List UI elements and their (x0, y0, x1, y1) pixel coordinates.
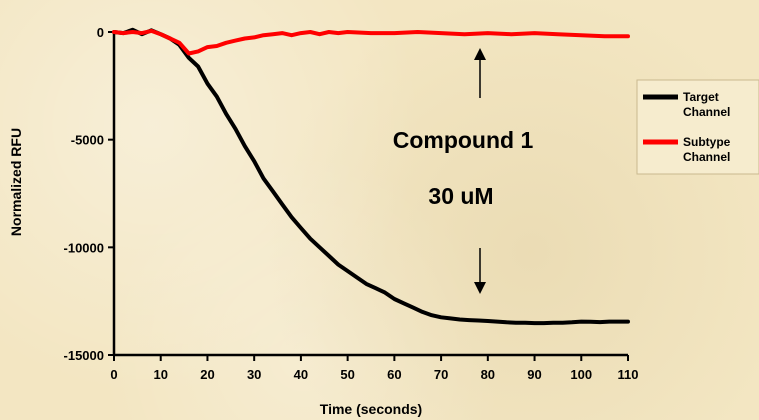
y-tick-label: -5000 (71, 133, 104, 148)
y-axis-title: Normalized RFU (8, 128, 24, 236)
legend: Target Channel Subtype Channel (636, 79, 759, 175)
legend-label-subtype-line1: Subtype (683, 135, 731, 149)
down-arrow-head-icon (474, 282, 486, 294)
x-tick-label: 20 (200, 367, 214, 382)
y-tick-label: 0 (97, 25, 104, 40)
x-tick-label: 50 (340, 367, 354, 382)
legend-label-target-line2: Channel (683, 105, 730, 119)
x-tick-label: 70 (434, 367, 448, 382)
legend-label-target-line1: Target (683, 90, 719, 104)
series-line-subtype-channel (112, 28, 630, 56)
x-tick-label: 80 (481, 367, 495, 382)
x-ticks: 0 10 20 30 40 50 60 70 80 90 100 110 (110, 355, 638, 382)
x-tick-label: 60 (387, 367, 401, 382)
y-ticks: 0 -5000 -10000 -15000 (64, 25, 114, 363)
up-arrow-head-icon (474, 48, 486, 60)
series-layer (112, 27, 630, 326)
x-tick-label: 40 (294, 367, 308, 382)
y-tick-label: -15000 (64, 348, 104, 363)
x-tick-label: 100 (570, 367, 592, 382)
legend-label-subtype-line2: Channel (683, 150, 730, 164)
x-tick-label: 90 (527, 367, 541, 382)
series-line-target-channel (112, 27, 630, 326)
x-axis-title: Time (seconds) (320, 401, 422, 417)
x-tick-label: 30 (247, 367, 261, 382)
x-tick-label: 10 (153, 367, 167, 382)
x-tick-label: 110 (618, 367, 639, 382)
y-tick-label: -10000 (64, 240, 104, 255)
plot-area: 0 10 20 30 40 50 60 70 80 90 100 110 0 -5000 -10000 -1… (64, 25, 639, 382)
annotation-compound: Compound 1 (393, 127, 534, 153)
x-tick-label: 0 (110, 367, 117, 382)
annotation-concentration: 30 uM (428, 183, 493, 209)
annotation-group: Compound 1 30 uM (393, 48, 534, 294)
